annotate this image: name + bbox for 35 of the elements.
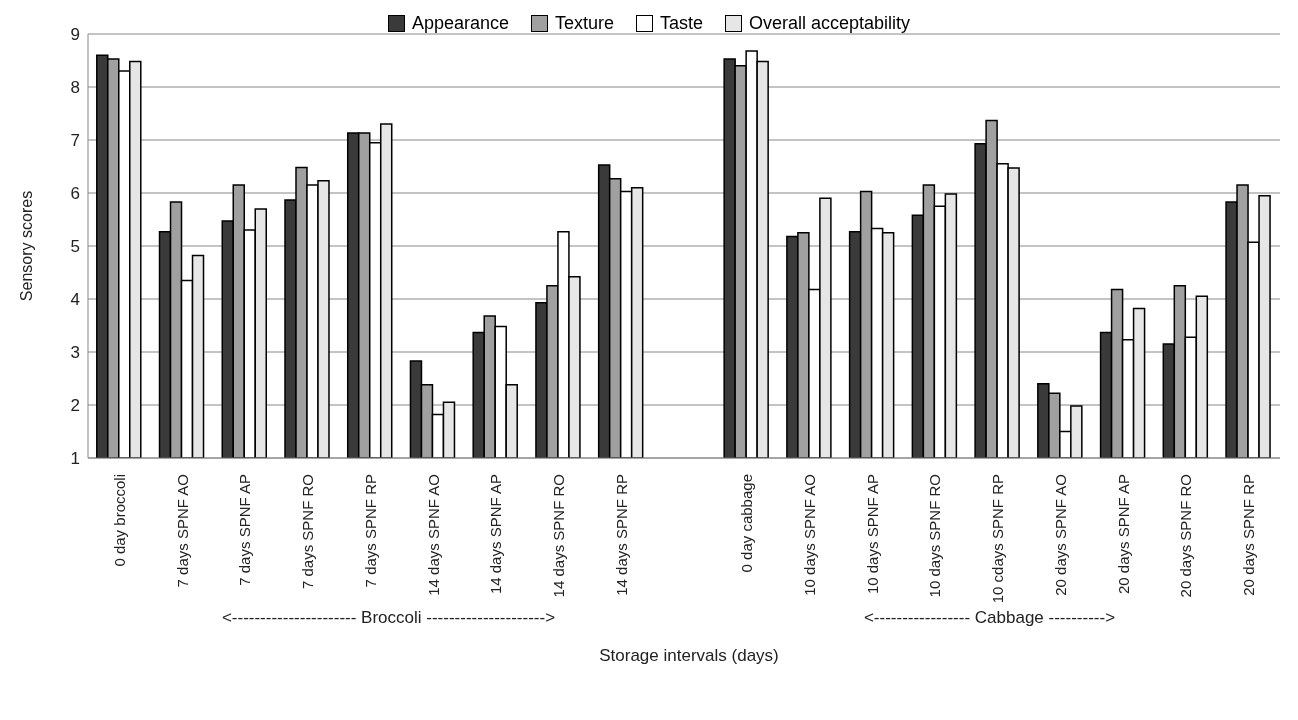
x-tick-label: 14 days SPNF RP [612,474,630,596]
y-tick-label: 6 [70,184,80,204]
x-tick-label: 10 cdays SPNF RP [989,474,1007,604]
x-tick-label: 10 days SPNF AP [863,474,881,595]
y-tick-label: 5 [70,237,80,257]
x-tick-label: 0 day broccoli [110,474,128,567]
y-tick-label: 3 [70,343,80,363]
legend-label: Texture [554,13,614,34]
legend-label: Appearance [411,13,509,34]
x-tick-label: 20 days SPNF RP [1240,474,1258,596]
x-tick-label: 10 days SPNF AO [800,474,818,596]
x-tick-label: 7 days SPNF RP [361,474,379,588]
x-tick-label: 14 days SPNF AO [424,474,442,596]
x-tick-label: 14 days SPNF RO [550,474,568,598]
y-tick-label: 7 [70,131,80,151]
x-axis-title: Storage intervals (days) [598,646,780,666]
y-axis-title: Sensory scores [17,190,35,302]
x-tick-label: 7 days SPNF RO [299,474,317,590]
x-tick-label: 20 days SPNF AP [1114,474,1132,595]
y-tick-label: 1 [70,449,80,469]
y-tick-label: 4 [70,290,80,310]
x-tick-label: 7 days SPNF AP [236,474,254,586]
x-tick-label: 20 days SPNF RO [1177,474,1195,598]
x-tick-label: 14 days SPNF AP [487,474,505,595]
x-tick-label: 10 days SPNF RO [926,474,944,598]
x-tick-label: 20 days SPNF AO [1051,474,1069,596]
text: <---------------------- Broccoli ---------------------> [220,608,557,628]
y-tick-label: 8 [70,78,80,98]
x-tick-label: 0 day cabbage [738,474,756,573]
y-tick-label: 2 [70,396,80,416]
legend-label: Taste [660,13,704,34]
y-tick-label: 9 [70,25,80,45]
text: <----------------- Cabbage ----------> [862,608,1117,628]
x-tick-label: 7 days SPNF AO [173,474,191,588]
legend-label: Overall acceptability [749,13,911,34]
